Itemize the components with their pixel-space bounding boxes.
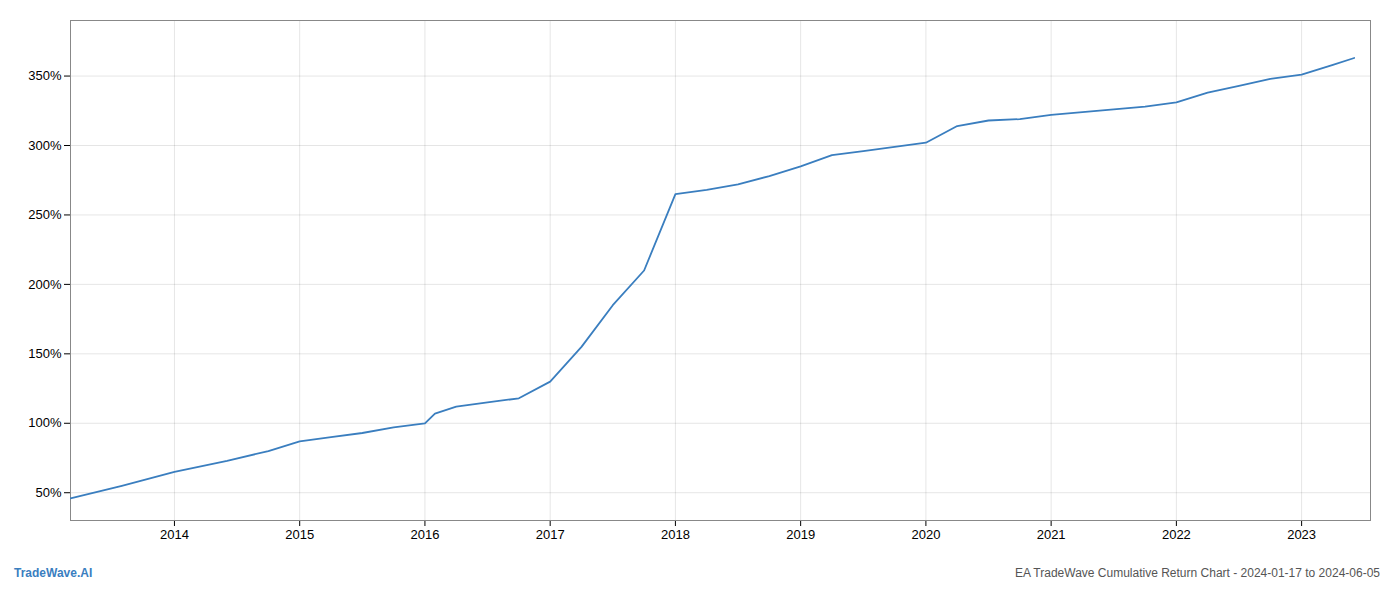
svg-text:200%: 200% bbox=[28, 277, 62, 292]
svg-text:2022: 2022 bbox=[1162, 527, 1191, 542]
svg-text:2021: 2021 bbox=[1037, 527, 1066, 542]
svg-text:2014: 2014 bbox=[160, 527, 189, 542]
svg-text:2015: 2015 bbox=[285, 527, 314, 542]
svg-text:100%: 100% bbox=[28, 415, 62, 430]
html-text:TradeWave.AI: TradeWave.AI bbox=[14, 566, 93, 580]
svg-text:2023: 2023 bbox=[1287, 527, 1316, 542]
svg-text:250%: 250% bbox=[28, 207, 62, 222]
svg-text:2016: 2016 bbox=[410, 527, 439, 542]
svg-text:300%: 300% bbox=[28, 138, 62, 153]
svg-text:2020: 2020 bbox=[911, 527, 940, 542]
svg-text:350%: 350% bbox=[28, 68, 62, 83]
svg-text:2017: 2017 bbox=[536, 527, 565, 542]
svg-text:150%: 150% bbox=[28, 346, 62, 361]
svg-text:2018: 2018 bbox=[661, 527, 690, 542]
svg-text:50%: 50% bbox=[35, 485, 61, 500]
svg-text:2019: 2019 bbox=[786, 527, 815, 542]
html-text:EA TradeWave Cumulative Return: EA TradeWave Cumulative Return Chart - 2… bbox=[1014, 566, 1380, 580]
